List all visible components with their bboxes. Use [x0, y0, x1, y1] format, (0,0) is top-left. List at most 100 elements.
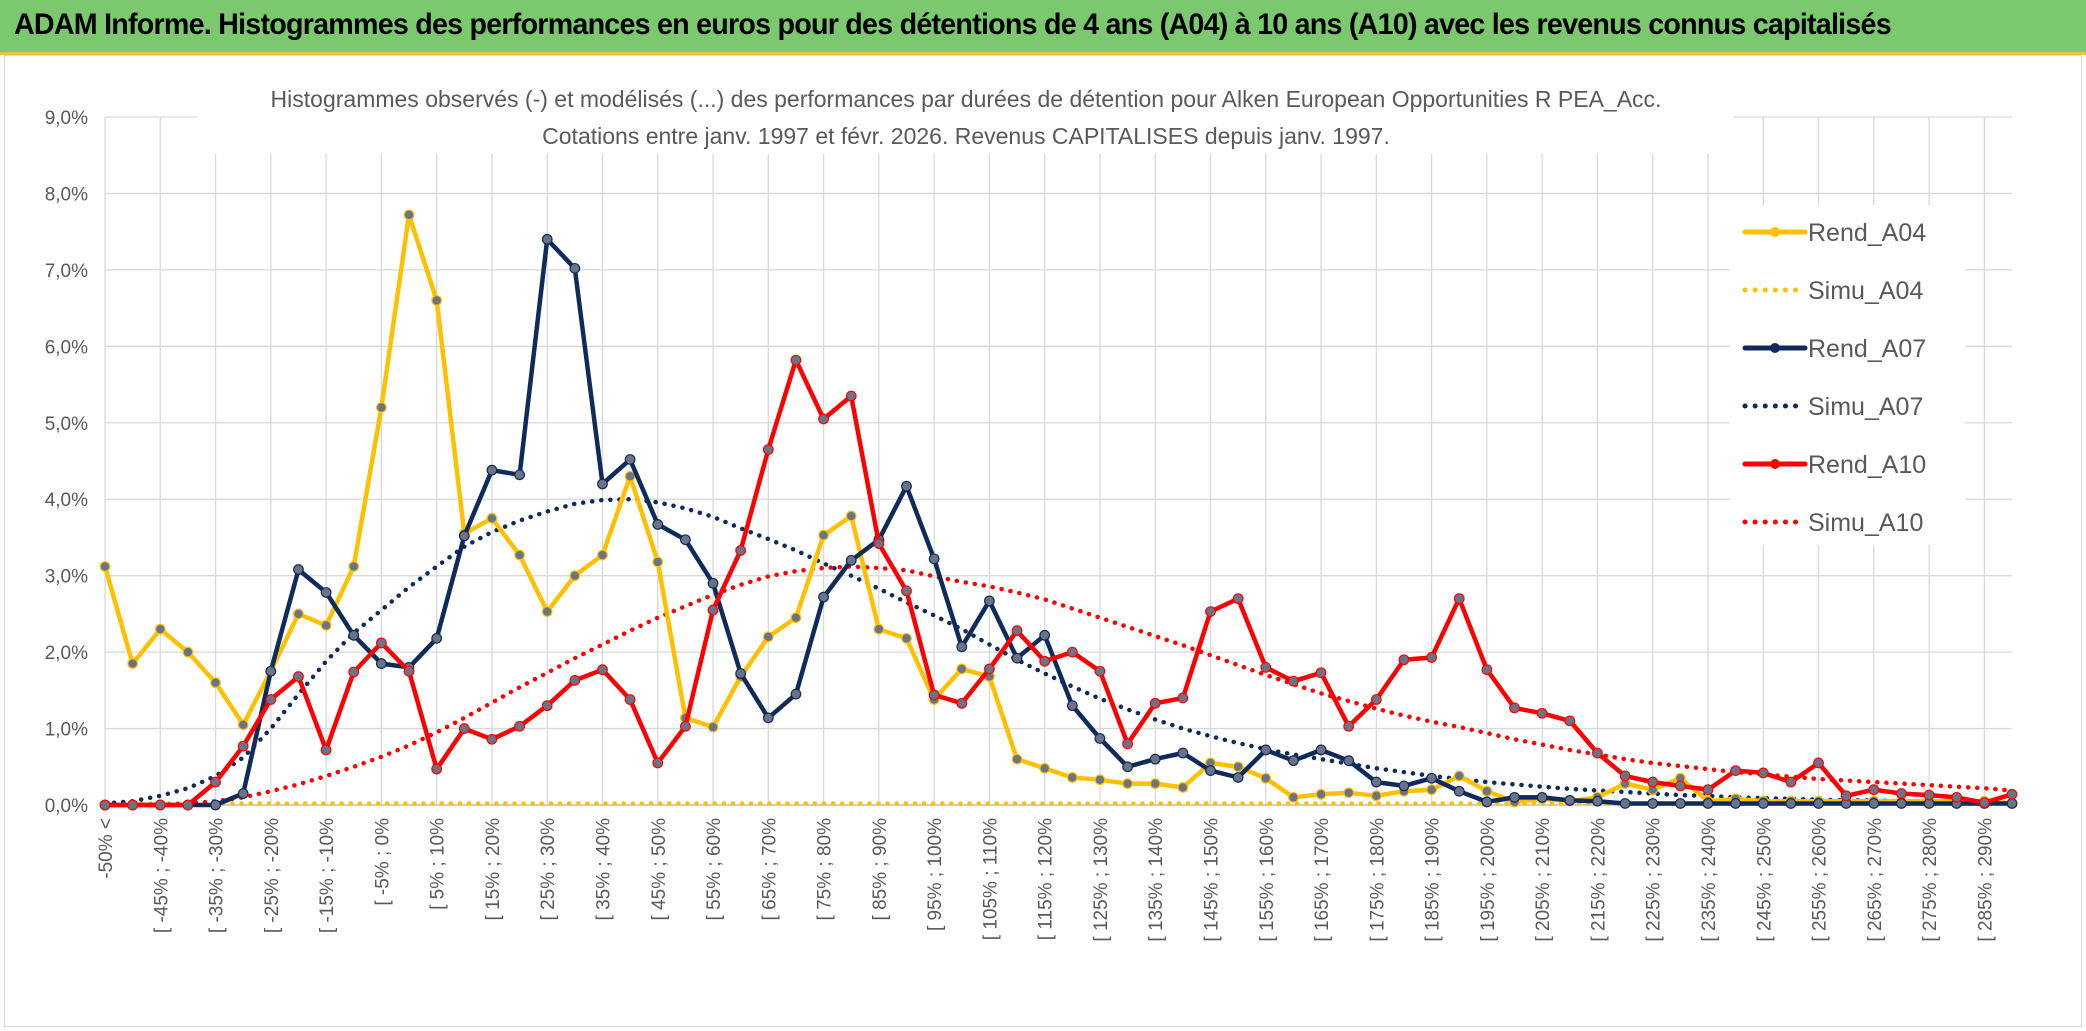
data-point-rend-a10 [237, 740, 249, 752]
data-point-rend-a04 [403, 209, 415, 221]
data-point-rend-a10 [431, 763, 443, 775]
data-point-rend-a07 [1757, 798, 1769, 809]
data-point-rend-a10 [458, 723, 470, 734]
data-point-rend-a07 [1398, 780, 1410, 792]
data-point-rend-a04 [293, 608, 304, 620]
data-point-rend-a07 [818, 591, 829, 603]
data-point-rend-a10 [707, 604, 719, 616]
data-point-rend-a07 [1702, 798, 1714, 809]
data-point-rend-a07 [1647, 798, 1659, 809]
x-tick-label: [ -5% ; 0% [372, 818, 393, 906]
data-point-rend-a10 [1066, 646, 1078, 658]
data-point-rend-a10 [1039, 655, 1051, 667]
data-point-rend-a07 [1785, 798, 1797, 809]
data-point-rend-a10 [1923, 789, 1935, 801]
data-point-rend-a04 [1370, 790, 1382, 802]
legend-label-simu-a04: Simu_A04 [1808, 277, 1923, 305]
data-point-rend-a04 [1232, 761, 1244, 773]
data-point-rend-a07 [1094, 733, 1106, 744]
x-tick-label: [ 35% ; 40% [593, 818, 614, 921]
x-tick-label: [ 105% ; 110% [980, 818, 1001, 940]
data-point-rend-a07 [486, 464, 498, 476]
data-point-rend-a10 [569, 674, 581, 686]
data-point-rend-a10 [1177, 692, 1189, 704]
data-point-rend-a04 [1453, 770, 1465, 782]
data-point-rend-a04 [375, 402, 387, 413]
data-point-rend-a10 [1619, 770, 1631, 782]
data-point-rend-a07 [1674, 798, 1686, 809]
data-point-rend-a04 [237, 719, 249, 731]
data-point-rend-a07 [956, 641, 968, 653]
data-point-rend-a07 [1288, 755, 1299, 767]
y-tick-label: 6,0% [45, 337, 88, 358]
data-point-rend-a07 [1481, 796, 1493, 808]
data-point-rend-a10 [293, 671, 304, 682]
data-point-rend-a04 [320, 619, 332, 631]
data-point-rend-a10 [127, 799, 139, 811]
data-point-rend-a07 [375, 658, 387, 669]
chart-frame [4, 55, 2082, 1027]
data-point-rend-a04 [1094, 774, 1106, 786]
legend: Rend_A04 Simu_A04 Rend_A07 Simu_A07 Rend_A10… [1730, 205, 1965, 545]
data-point-rend-a10 [1509, 702, 1520, 714]
data-point-rend-a04 [541, 606, 553, 617]
data-point-rend-a07 [458, 530, 470, 542]
data-point-rend-a10 [541, 700, 553, 712]
data-point-rend-a07 [1205, 765, 1216, 776]
legend-label-simu-a10: Simu_A10 [1808, 509, 1923, 537]
data-point-rend-a10 [1536, 707, 1548, 719]
data-point-rend-a04 [1149, 778, 1161, 789]
x-tick-label: [ -35% ; -30% [207, 818, 228, 933]
data-point-rend-a07 [1315, 744, 1327, 756]
x-tick-label: [ 145% ; 150% [1202, 818, 1223, 942]
legend-marker-rend-a04 [1770, 227, 1780, 237]
data-point-rend-a04 [1426, 784, 1438, 796]
x-tick-label: [ 65% ; 70% [759, 818, 780, 921]
data-point-rend-a10 [762, 444, 774, 455]
series-line-rend-a04 [102, 212, 2015, 806]
data-point-rend-a07 [1232, 772, 1244, 783]
x-tick-label: [ 265% ; 270% [1865, 818, 1886, 942]
data-point-rend-a04 [514, 549, 525, 561]
data-point-rend-a07 [210, 799, 221, 811]
data-point-rend-a10 [818, 413, 829, 425]
data-point-rend-a10 [1647, 776, 1659, 788]
data-point-rend-a07 [569, 262, 581, 274]
data-point-rend-a04 [790, 612, 802, 624]
data-point-rend-a07 [1730, 798, 1742, 809]
data-point-rend-a10 [984, 663, 995, 675]
legend-background [1730, 205, 1965, 545]
x-tick-label: [ 235% ; 240% [1699, 818, 1720, 942]
y-tick-label: 8,0% [45, 184, 88, 205]
x-tick-label: [ 25% ; 30% [538, 818, 559, 921]
chart-title: Histogrammes observés (-) et modélisés (… [271, 86, 1662, 112]
data-point-rend-a04 [99, 561, 111, 572]
series-lines [99, 209, 2018, 811]
data-point-rend-a10 [735, 545, 747, 556]
legend-label-rend-a07: Rend_A07 [1808, 335, 1926, 363]
data-point-rend-a04 [182, 646, 194, 658]
data-point-rend-a07 [293, 564, 304, 575]
data-point-rend-a07 [1564, 795, 1576, 806]
data-point-rend-a10 [1343, 720, 1355, 732]
x-tick-label: [ -15% ; -10% [317, 818, 338, 933]
data-point-rend-a10 [1205, 606, 1216, 617]
data-point-rend-a04 [1177, 782, 1189, 793]
chart-title-background [198, 78, 1734, 154]
grid-lines [104, 116, 2012, 806]
legend-marker-rend-a07 [1770, 343, 1780, 353]
data-point-rend-a07 [1536, 791, 1548, 803]
data-point-rend-a10 [597, 664, 608, 676]
x-tick-label: [ 135% ; 140% [1146, 818, 1167, 942]
data-point-rend-a07 [1868, 798, 1880, 809]
x-tick-label: [ 245% ; 250% [1754, 818, 1775, 942]
data-point-rend-a04 [956, 663, 968, 675]
data-point-rend-a07 [597, 478, 608, 490]
legend-label-rend-a04: Rend_A04 [1808, 219, 1926, 247]
y-tick-label: 9,0% [45, 108, 88, 129]
x-tick-label: [ 5% ; 10% [428, 818, 449, 910]
data-point-rend-a07 [1509, 791, 1520, 803]
data-point-rend-a10 [1592, 747, 1603, 759]
data-point-rend-a04 [707, 721, 719, 733]
data-point-rend-a10 [154, 799, 166, 811]
